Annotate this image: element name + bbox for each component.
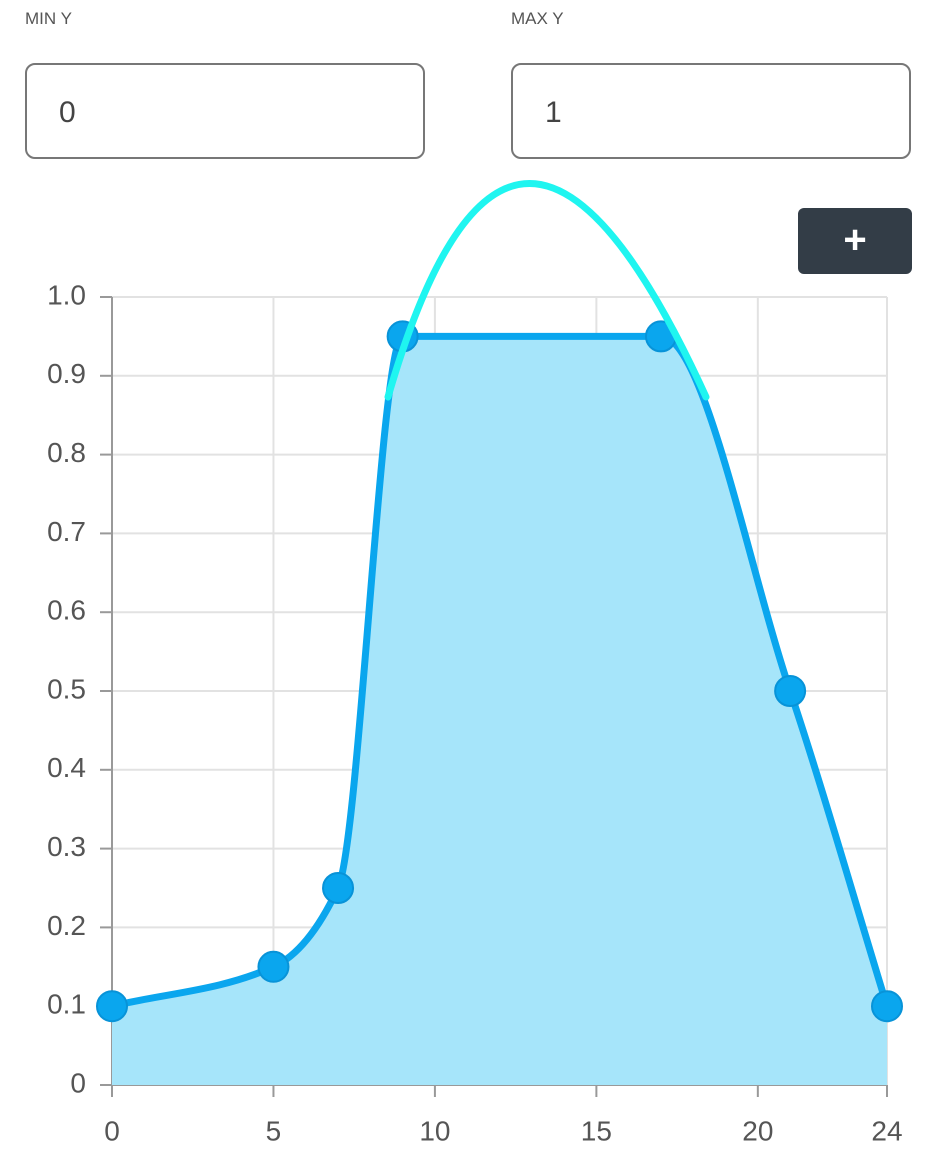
- x-tick-label: 20: [742, 1115, 773, 1146]
- y-tick-label: 0.3: [47, 831, 86, 862]
- x-tick-label: 0: [104, 1115, 120, 1146]
- point: [257, 950, 290, 983]
- y-tick-label: 0: [70, 1067, 86, 1098]
- y-tick-label: 0.9: [47, 358, 86, 389]
- x-tick-label: 24: [871, 1115, 902, 1146]
- add-button[interactable]: +: [798, 208, 912, 274]
- max-label: MAX Y: [511, 9, 564, 28]
- point: [96, 990, 128, 1023]
- point: [774, 675, 807, 707]
- x-tick-label: 5: [266, 1115, 282, 1146]
- y-tick-label: 0.8: [47, 437, 86, 468]
- x-tick-label: 10: [419, 1115, 450, 1146]
- y-tick-label: 0.5: [47, 673, 86, 704]
- x-tick-label: 15: [581, 1115, 612, 1146]
- max-input[interactable]: 1: [511, 63, 911, 159]
- point: [871, 990, 903, 1023]
- y-tick-label: 1.0: [47, 279, 86, 310]
- y-tick-label: 0.6: [47, 595, 86, 626]
- min-label: MIN Y: [25, 9, 72, 28]
- y-tick-label: 0.7: [47, 516, 86, 547]
- highlight-arc: [384, 180, 710, 401]
- y-tick-label: 0.2: [47, 910, 86, 941]
- plot: 0 0.1 0.2 0.3 0.4 0.5 0.6 0.7 0.8 0.9 1.0 0 5 10 15 20 2…: [47, 279, 903, 1146]
- y-tick-label: 0.4: [47, 752, 86, 783]
- area: [112, 336, 887, 1085]
- point: [322, 872, 355, 904]
- y-tick-label: 0.1: [47, 989, 86, 1020]
- min-input[interactable]: 0: [25, 63, 425, 159]
